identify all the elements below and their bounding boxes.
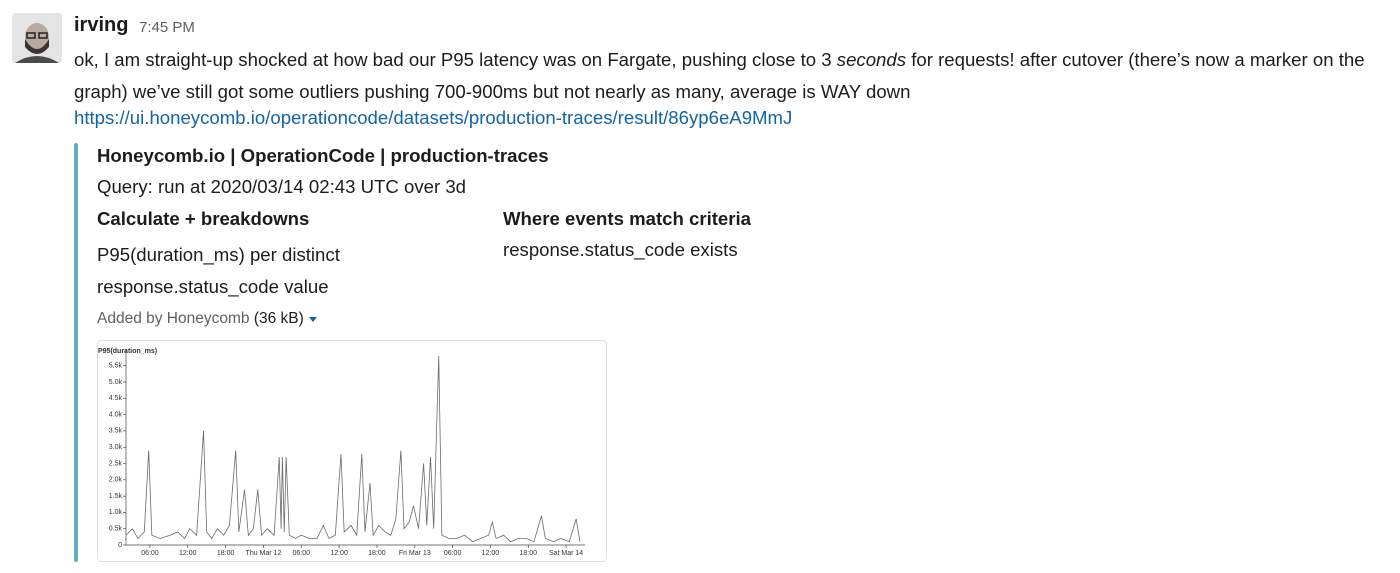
file-size: (36 kB) xyxy=(253,310,304,327)
avatar[interactable] xyxy=(12,13,62,63)
x-tick-label: 18:00 xyxy=(368,550,386,557)
y-tick-label: 4.0k xyxy=(109,411,123,418)
timestamp[interactable]: 7:45 PM xyxy=(139,19,195,36)
text-italic: seconds xyxy=(836,49,907,70)
attachment-title[interactable]: Honeycomb.io | OperationCode | productio… xyxy=(97,145,549,166)
caret[interactable] xyxy=(308,315,318,323)
attachment-subtitle: Query: run at 2020/03/14 02:43 UTC over … xyxy=(97,176,466,197)
x-tick-label: 06:00 xyxy=(141,550,159,557)
added-by: Added by Honeycomb (36 kB) xyxy=(97,310,318,328)
x-tick-label: Sat Mar 14 xyxy=(549,550,583,557)
field-value: P95(duration_ms) per distinct response.s… xyxy=(97,244,340,297)
y-tick-label: 3.0k xyxy=(109,444,123,451)
message-text: ok, I am straight-up shocked at how bad … xyxy=(74,44,1394,107)
field-value: response.status_code exists xyxy=(503,239,738,260)
author[interactable]: irving xyxy=(74,14,129,36)
y-tick-label: 1.0k xyxy=(109,509,123,516)
series-line xyxy=(125,355,581,543)
text: ok, I am straight-up shocked at how bad … xyxy=(74,49,837,70)
y-tick-label: 2.0k xyxy=(109,477,123,484)
added-by-text: Added by Honeycomb xyxy=(97,310,250,327)
y-tick-label: 2.5k xyxy=(109,460,123,467)
x-tick-label: 12:00 xyxy=(179,550,197,557)
y-tick-label: 5.5k xyxy=(109,363,123,370)
x-tick-label: 06:00 xyxy=(444,550,462,557)
x-tick-label: 18:00 xyxy=(519,550,537,557)
avatar-image xyxy=(12,13,62,63)
field-title: Where events match criteria xyxy=(503,208,752,229)
y-tick-label: 0.5k xyxy=(109,526,123,533)
y-tick-label: 0 xyxy=(118,542,122,549)
x-tick-label: 12:00 xyxy=(330,550,348,557)
attachment-bar xyxy=(74,143,78,562)
x-tick-label: 12:00 xyxy=(482,550,500,557)
x-tick-label: 06:00 xyxy=(293,550,311,557)
text: for requests! after cutover (there’s now… xyxy=(74,49,1365,102)
y-tick-label: 3.5k xyxy=(109,428,123,435)
x-tick-label: Thu Mar 12 xyxy=(246,550,282,557)
x-tick-label: Fri Mar 13 xyxy=(399,550,431,557)
y-tick-label: 4.5k xyxy=(109,395,123,402)
x-tick-label: 18:00 xyxy=(217,550,235,557)
y-tick-label: 5.0k xyxy=(109,379,123,386)
y-axis-title: P95(duration_ms) xyxy=(98,348,157,355)
field-title: Calculate + breakdowns xyxy=(97,208,310,229)
chart[interactable]: P95(duration_ms) 0 0.5k 1.0k 1.5k 2.0k 2.5k 3.… xyxy=(97,340,607,562)
link[interactable]: https://ui.honeycomb.io/operationcode/da… xyxy=(74,107,793,128)
y-tick-label: 1.5k xyxy=(109,493,123,500)
